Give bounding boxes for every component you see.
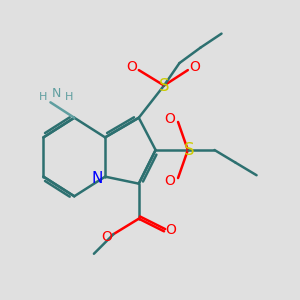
Text: N: N xyxy=(91,170,102,185)
Text: O: O xyxy=(189,60,200,74)
Text: O: O xyxy=(166,223,176,237)
Text: O: O xyxy=(164,112,175,126)
Text: H: H xyxy=(64,92,73,102)
Text: O: O xyxy=(126,60,137,74)
Text: H: H xyxy=(39,92,48,102)
Text: S: S xyxy=(184,141,194,159)
Text: O: O xyxy=(164,174,175,188)
Text: N: N xyxy=(51,87,61,100)
Text: S: S xyxy=(159,76,169,94)
Text: O: O xyxy=(101,230,112,244)
